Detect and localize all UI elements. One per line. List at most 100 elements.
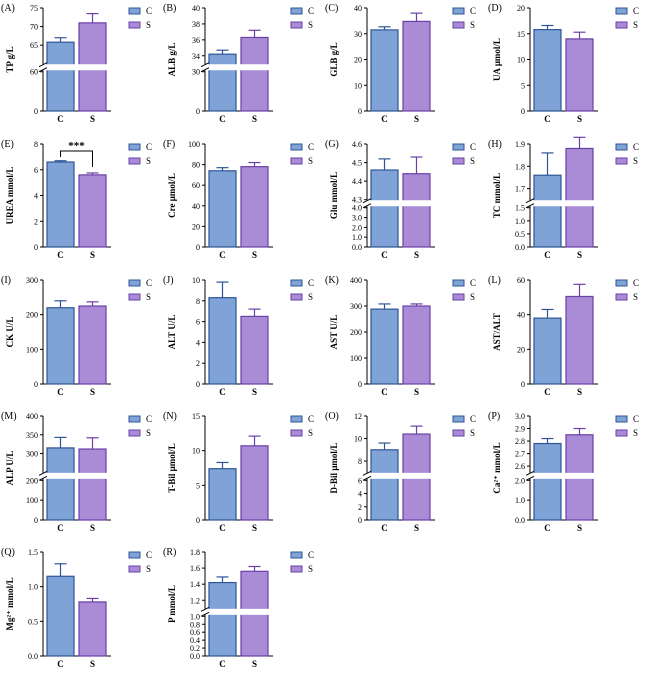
y-tick-label: 2.9: [515, 425, 525, 434]
x-tick-label-c: C: [381, 387, 388, 397]
bar-c: [208, 53, 237, 112]
x-tick-label-s: S: [252, 114, 257, 124]
legend-swatch-s: [615, 429, 628, 437]
legend-label-c: C: [470, 6, 476, 16]
x-tick-label-s: S: [90, 114, 95, 124]
bar-c: [370, 169, 399, 248]
panel-letter: (P): [488, 411, 500, 422]
legend-swatch-c: [290, 279, 303, 287]
panel-letter: (D): [488, 3, 502, 14]
axis-break-gap: [201, 608, 271, 615]
x-tick-label-c: C: [381, 114, 388, 124]
bar-c: [208, 468, 237, 521]
y-tick-label: 1.2: [190, 596, 200, 605]
x-tick-label-c: C: [57, 523, 64, 533]
legend-label-c: C: [146, 6, 152, 16]
y-tick-label: 0: [358, 380, 362, 389]
axis-break-mark: [362, 470, 372, 476]
y-tick-label: 30: [354, 30, 362, 39]
legend-swatch-s: [128, 21, 141, 29]
legend-label-c: C: [308, 550, 314, 560]
y-axis-label: ALT U/L: [167, 315, 177, 350]
bar-s: [565, 147, 594, 248]
legend-swatch-s: [452, 429, 465, 437]
panel-letter: (O): [325, 411, 339, 422]
y-tick-label: 36: [192, 36, 200, 45]
legend-swatch-c: [128, 279, 141, 287]
legend-label-s: S: [146, 20, 151, 30]
bar-c: [533, 29, 562, 112]
legend-swatch-c: [290, 7, 303, 15]
y-axis-label: AST/ALT: [492, 313, 502, 351]
legend-swatch-s: [290, 293, 303, 301]
legend-swatch-s: [128, 429, 141, 437]
x-tick-label-c: C: [381, 250, 388, 260]
axis-break-gap: [526, 472, 596, 479]
y-tick-label: 4.0: [352, 204, 362, 213]
y-tick-label: 3.0: [352, 214, 362, 223]
y-tick-label: 34: [192, 52, 200, 61]
legend-swatch-c: [615, 143, 628, 151]
legend-label-s: S: [633, 428, 638, 438]
y-axis-label: Ca²⁺ mmol/L: [492, 442, 502, 493]
y-tick-label: 5: [196, 481, 200, 490]
panel-letter: (M): [1, 411, 17, 422]
axis-break-mark: [38, 475, 48, 481]
y-tick-label: 0: [358, 107, 362, 116]
legend-swatch-s: [128, 157, 141, 165]
panel-r: (R) P mmol/L 0.00.20.40.60.81.0 1.2 1.4 1.6 1.…: [163, 547, 314, 669]
y-tick-label: 6: [34, 166, 38, 175]
axis-break-mark: [200, 606, 210, 612]
legend-swatch-c: [128, 551, 141, 559]
x-tick-label-c: C: [219, 659, 226, 669]
panel-letter: (R): [163, 547, 176, 558]
x-tick-label-c: C: [544, 250, 551, 260]
y-tick-label: 400: [350, 276, 362, 285]
y-tick-label: 0.0: [515, 243, 525, 252]
bar-s: [240, 166, 269, 248]
y-axis-label: ALP U/L: [5, 451, 15, 486]
legend-label-s: S: [470, 428, 475, 438]
axis-break-mark: [38, 67, 48, 73]
y-tick-label: 400: [26, 412, 38, 421]
legend-label-c: C: [146, 414, 152, 424]
axis-break-gap: [39, 64, 109, 71]
y-tick-label: 1.5: [28, 548, 38, 557]
y-tick-label: 80: [192, 161, 200, 170]
y-tick-label: 1.6: [190, 564, 200, 573]
y-tick-label: 2: [358, 503, 362, 512]
y-tick-label: 8: [34, 140, 38, 149]
y-tick-label: 0.0: [352, 243, 362, 252]
panel-letter: (G): [325, 139, 339, 150]
x-tick-label-c: C: [219, 523, 226, 533]
axis-break-mark: [200, 611, 210, 617]
legend-label-s: S: [633, 20, 638, 30]
y-tick-label: 20: [354, 56, 362, 65]
legend-label-c: C: [633, 6, 639, 16]
bar-s: [240, 315, 269, 385]
y-tick-label: 0.0: [515, 516, 525, 525]
legend-label-s: S: [633, 156, 638, 166]
legend-swatch-s: [290, 429, 303, 437]
significance-bracket: [60, 150, 93, 167]
legend-label-c: C: [633, 414, 639, 424]
legend-swatch-c: [452, 143, 465, 151]
x-tick-label-c: C: [57, 114, 64, 124]
bar-c: [533, 317, 562, 385]
legend-label-s: S: [146, 428, 151, 438]
y-tick-label: 0: [34, 243, 38, 252]
y-tick-label: 350: [26, 431, 38, 440]
x-tick-label-s: S: [90, 659, 95, 669]
bar-s: [565, 38, 594, 112]
bar-c: [533, 174, 562, 248]
legend-label-s: S: [308, 20, 313, 30]
y-tick-label: 0: [196, 380, 200, 389]
y-tick-label: 0: [196, 107, 200, 116]
axis-break-gap: [201, 64, 271, 71]
y-tick-label: 1.0: [515, 217, 525, 226]
